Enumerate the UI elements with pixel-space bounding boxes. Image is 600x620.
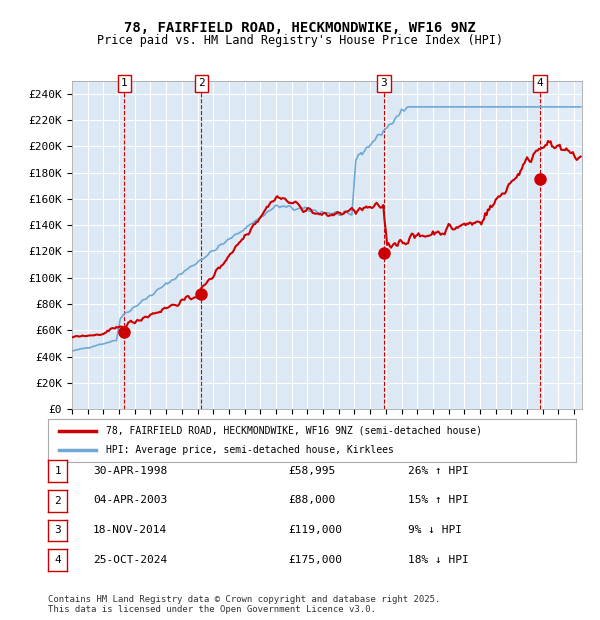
Text: £175,000: £175,000 (288, 555, 342, 565)
Bar (543, 81, 582, 409)
Text: HPI: Average price, semi-detached house, Kirklees: HPI: Average price, semi-detached house,… (106, 445, 394, 454)
Text: £58,995: £58,995 (288, 466, 335, 476)
Text: £88,000: £88,000 (288, 495, 335, 505)
Text: 9% ↓ HPI: 9% ↓ HPI (408, 525, 462, 535)
Text: 3: 3 (54, 525, 61, 536)
Text: 30-APR-1998: 30-APR-1998 (93, 466, 167, 476)
Text: 26% ↑ HPI: 26% ↑ HPI (408, 466, 469, 476)
Text: 04-APR-2003: 04-APR-2003 (93, 495, 167, 505)
Text: 1: 1 (54, 466, 61, 476)
Text: 4: 4 (537, 78, 544, 88)
Text: 4: 4 (54, 555, 61, 565)
Text: 1: 1 (121, 78, 128, 88)
Text: 2: 2 (54, 495, 61, 506)
Text: 18% ↓ HPI: 18% ↓ HPI (408, 555, 469, 565)
Text: 3: 3 (380, 78, 388, 88)
Text: £119,000: £119,000 (288, 525, 342, 535)
Text: 78, FAIRFIELD ROAD, HECKMONDWIKE, WF16 9NZ: 78, FAIRFIELD ROAD, HECKMONDWIKE, WF16 9… (124, 21, 476, 35)
Text: 18-NOV-2014: 18-NOV-2014 (93, 525, 167, 535)
Text: 15% ↑ HPI: 15% ↑ HPI (408, 495, 469, 505)
Text: 25-OCT-2024: 25-OCT-2024 (93, 555, 167, 565)
Text: Price paid vs. HM Land Registry's House Price Index (HPI): Price paid vs. HM Land Registry's House … (97, 34, 503, 46)
Text: Contains HM Land Registry data © Crown copyright and database right 2025.
This d: Contains HM Land Registry data © Crown c… (48, 595, 440, 614)
Text: 78, FAIRFIELD ROAD, HECKMONDWIKE, WF16 9NZ (semi-detached house): 78, FAIRFIELD ROAD, HECKMONDWIKE, WF16 9… (106, 426, 482, 436)
Text: 2: 2 (198, 78, 205, 88)
